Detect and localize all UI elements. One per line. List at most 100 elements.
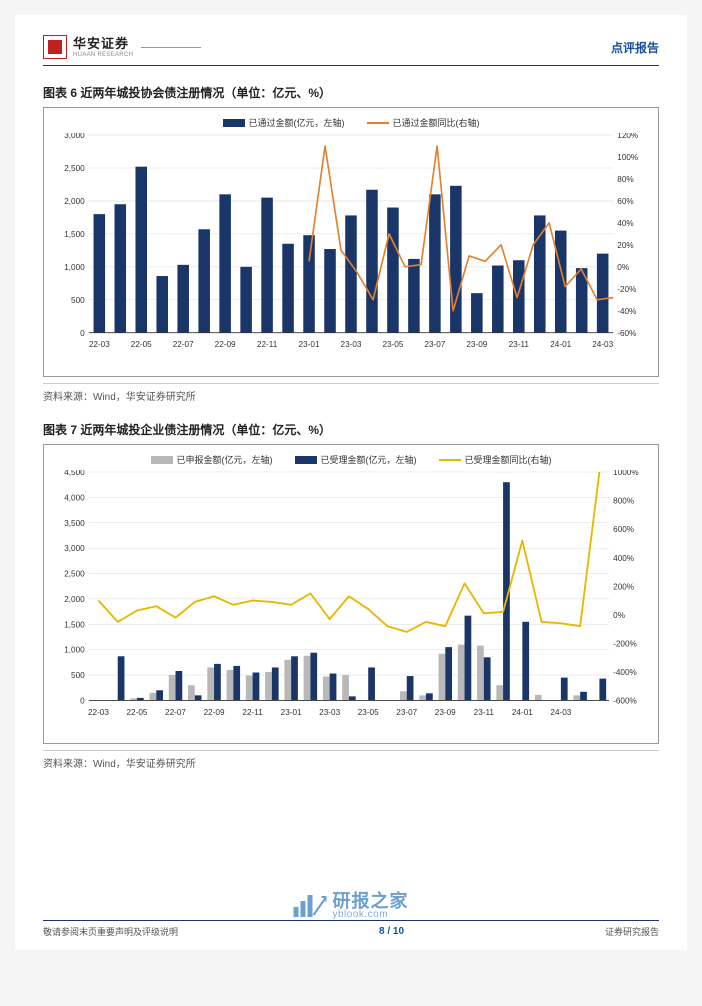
svg-text:1,000: 1,000 xyxy=(64,646,85,655)
legend-item: 已受理金额(亿元，左轴) xyxy=(295,453,417,466)
chart-6-plot: 0 500 1,000 1,500 2,000 2,500 3,000 -60% -40% -20… xyxy=(54,133,648,348)
logo-icon xyxy=(43,35,67,59)
legend-item: 已申报金额(亿元，左轴) xyxy=(151,453,273,466)
svg-text:3,000: 3,000 xyxy=(64,544,85,553)
legend-item: 已受理金额同比(右轴) xyxy=(439,453,552,466)
svg-text:2,000: 2,000 xyxy=(64,595,85,604)
svg-text:-40%: -40% xyxy=(617,307,636,316)
svg-text:23-11: 23-11 xyxy=(474,708,495,717)
svg-text:20%: 20% xyxy=(617,241,633,250)
svg-text:-400%: -400% xyxy=(613,668,637,677)
chart-7-title: 图表 7 近两年城投企业债注册情况（单位：亿元、%） xyxy=(43,421,659,438)
svg-text:-20%: -20% xyxy=(617,285,636,294)
svg-text:0: 0 xyxy=(80,329,85,338)
svg-text:4,500: 4,500 xyxy=(64,470,85,477)
svg-text:23-09: 23-09 xyxy=(466,340,487,349)
svg-text:22-11: 22-11 xyxy=(242,708,263,717)
svg-text:23-05: 23-05 xyxy=(382,340,403,349)
svg-text:120%: 120% xyxy=(617,133,638,140)
legend-swatch xyxy=(439,459,461,461)
svg-text:2,000: 2,000 xyxy=(64,197,85,206)
svg-text:0%: 0% xyxy=(613,611,625,620)
svg-text:3,500: 3,500 xyxy=(64,519,85,528)
svg-text:22-11: 22-11 xyxy=(257,340,278,349)
svg-text:23-09: 23-09 xyxy=(435,708,456,717)
report-page: 华安证券 HUAAN RESEARCH 点评报告 图表 6 近两年城投协会债注册… xyxy=(15,15,687,950)
watermark-en: yblook.com xyxy=(333,910,409,920)
svg-text:80%: 80% xyxy=(617,175,633,184)
svg-text:24-01: 24-01 xyxy=(550,340,571,349)
svg-text:500: 500 xyxy=(71,296,85,305)
watermark: 研报之家 yblook.com xyxy=(294,892,409,920)
legend-label: 已通过金额同比(右轴) xyxy=(393,116,480,129)
svg-text:24-03: 24-03 xyxy=(592,340,613,349)
svg-text:24-01: 24-01 xyxy=(512,708,533,717)
legend-label: 已受理金额同比(右轴) xyxy=(465,453,552,466)
svg-text:2,500: 2,500 xyxy=(64,164,85,173)
svg-text:22-07: 22-07 xyxy=(173,340,194,349)
legend-item: 已通过金额(亿元，左轴) xyxy=(223,116,345,129)
svg-text:22-05: 22-05 xyxy=(131,340,152,349)
svg-text:23-11: 23-11 xyxy=(509,340,530,349)
svg-text:2,500: 2,500 xyxy=(64,570,85,579)
svg-text:22-09: 22-09 xyxy=(215,340,236,349)
chart-6-legend: 已通过金额(亿元，左轴) 已通过金额同比(右轴) xyxy=(54,116,648,129)
svg-text:23-07: 23-07 xyxy=(424,340,445,349)
page-header: 华安证券 HUAAN RESEARCH 点评报告 xyxy=(43,35,659,66)
chart-7-legend: 已申报金额(亿元，左轴) 已受理金额(亿元，左轴) 已受理金额同比(右轴) xyxy=(54,453,648,466)
svg-text:-200%: -200% xyxy=(613,639,637,648)
svg-text:400%: 400% xyxy=(613,554,634,563)
svg-text:24-03: 24-03 xyxy=(550,708,571,717)
legend-swatch xyxy=(295,456,317,464)
svg-text:1,500: 1,500 xyxy=(64,230,85,239)
page-footer: 敬请参阅末页重要声明及评级说明 8 / 10 证券研究报告 xyxy=(43,920,659,938)
footer-report-type: 证券研究报告 xyxy=(605,925,659,938)
svg-text:22-09: 22-09 xyxy=(204,708,225,717)
chart-6-title: 图表 6 近两年城投协会债注册情况（单位：亿元、%） xyxy=(43,84,659,101)
legend-swatch xyxy=(151,456,173,464)
company-name-en: HUAAN RESEARCH xyxy=(73,52,133,58)
legend-label: 已申报金额(亿元，左轴) xyxy=(177,453,273,466)
svg-text:-600%: -600% xyxy=(613,696,637,705)
svg-text:-60%: -60% xyxy=(617,329,636,338)
chart-7-block: 图表 7 近两年城投企业债注册情况（单位：亿元、%） 已申报金额(亿元，左轴)已… xyxy=(43,421,659,770)
svg-text:23-07: 23-07 xyxy=(396,708,417,717)
svg-text:22-05: 22-05 xyxy=(127,708,148,717)
svg-text:1,500: 1,500 xyxy=(64,620,85,629)
svg-text:800%: 800% xyxy=(613,497,634,506)
svg-text:23-03: 23-03 xyxy=(319,708,340,717)
svg-text:4,000: 4,000 xyxy=(64,493,85,502)
footer-disclaimer: 敬请参阅末页重要声明及评级说明 xyxy=(43,925,178,938)
watermark-icon xyxy=(294,895,327,917)
svg-text:500: 500 xyxy=(71,671,85,680)
watermark-cn: 研报之家 xyxy=(333,892,409,910)
svg-text:0%: 0% xyxy=(617,263,629,272)
svg-text:3,000: 3,000 xyxy=(64,133,85,140)
svg-text:40%: 40% xyxy=(617,219,633,228)
company-name-cn: 华安证券 xyxy=(73,37,133,50)
svg-text:1,000: 1,000 xyxy=(64,263,85,272)
logo-divider xyxy=(141,47,201,48)
svg-text:22-07: 22-07 xyxy=(165,708,186,717)
chart-7-source: 资料来源：Wind，华安证券研究所 xyxy=(43,750,659,770)
svg-text:23-01: 23-01 xyxy=(299,340,320,349)
legend-label: 已受理金额(亿元，左轴) xyxy=(321,453,417,466)
legend-label: 已通过金额(亿元，左轴) xyxy=(249,116,345,129)
legend-swatch xyxy=(223,119,245,127)
svg-text:600%: 600% xyxy=(613,525,634,534)
legend-swatch xyxy=(367,122,389,124)
svg-text:60%: 60% xyxy=(617,197,633,206)
svg-text:22-03: 22-03 xyxy=(89,340,110,349)
document-type: 点评报告 xyxy=(611,39,659,56)
svg-text:23-01: 23-01 xyxy=(281,708,302,717)
footer-page-number: 8 / 10 xyxy=(379,926,404,937)
chart-7-area: 已申报金额(亿元，左轴) 已受理金额(亿元，左轴) 已受理金额同比(右轴) 0 500… xyxy=(43,444,659,744)
svg-text:1000%: 1000% xyxy=(613,470,638,477)
svg-text:0: 0 xyxy=(80,696,85,705)
chart-6-area: 已通过金额(亿元，左轴) 已通过金额同比(右轴) 0 500 1,000 1,500 2,… xyxy=(43,107,659,377)
svg-text:200%: 200% xyxy=(613,582,634,591)
chart-6-block: 图表 6 近两年城投协会债注册情况（单位：亿元、%） 已通过金额(亿元，左轴)已… xyxy=(43,84,659,403)
svg-text:23-03: 23-03 xyxy=(341,340,362,349)
svg-text:22-03: 22-03 xyxy=(88,708,109,717)
svg-text:100%: 100% xyxy=(617,153,638,162)
